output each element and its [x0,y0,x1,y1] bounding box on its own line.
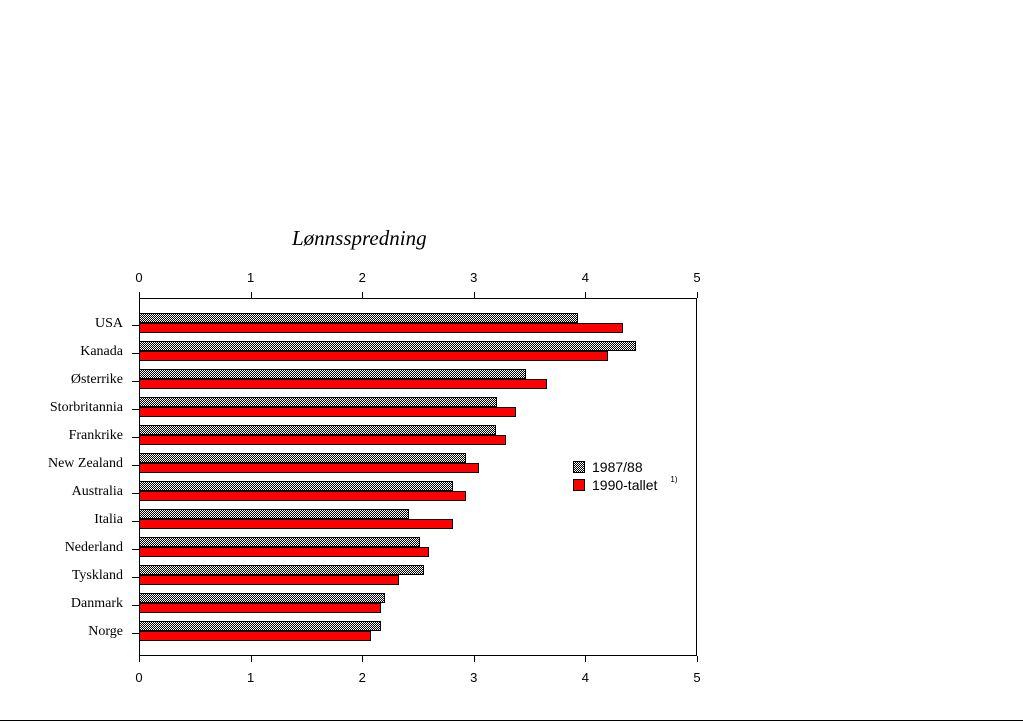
x-tick-bottom [362,656,363,662]
x-tick-bottom [585,656,586,662]
y-tick [132,409,139,410]
divider [0,720,1023,721]
x-tick-label-top: 3 [470,270,478,285]
category-label: Nederland [64,540,123,555]
x-tick-label-bottom: 1 [246,670,255,685]
legend-item: 1990-tallet 1) [573,474,678,493]
x-tick-top [585,292,586,298]
category-label: New Zealand [47,456,123,471]
x-tick-top [362,292,363,298]
bar-1987-88 [139,369,526,379]
footnote-marker: 1) [670,474,678,484]
y-tick [132,465,139,466]
y-tick [132,353,139,354]
category-label: Frankrike [68,428,123,443]
bar-1987-88 [139,425,496,435]
bar-1987-88 [139,593,385,603]
bar-1990-tallet [139,519,453,529]
y-tick [132,325,139,326]
y-tick [132,549,139,550]
legend-swatch [573,479,585,491]
x-tick-label-bottom: 4 [581,670,589,685]
bar-1990-tallet [139,351,608,361]
category-label: Østerrike [70,372,123,387]
category-label: Norge [88,624,123,639]
x-tick-bottom [139,656,140,662]
chart-title: Lønnsspredning [292,226,427,250]
y-tick [132,521,139,522]
bar-1990-tallet [139,379,547,389]
x-tick-label-bottom: 0 [135,670,143,685]
bar-1990-tallet [139,491,466,501]
category-label: USA [94,316,123,331]
bar-1987-88 [139,313,578,323]
bar-1990-tallet [139,407,516,417]
x-tick-label-top: 0 [135,270,143,285]
plot-area [139,298,697,656]
bar-1987-88 [139,565,424,575]
legend-item: 1987/88 [573,459,643,475]
bar-1990-tallet [139,323,623,333]
bar-1987-88 [139,509,409,519]
bar-1990-tallet [139,547,429,557]
y-tick [132,437,139,438]
category-label: Italia [94,512,123,527]
x-tick-label-bottom: 5 [693,670,701,685]
x-tick-label-bottom: 3 [470,670,478,685]
category-label: Kanada [80,344,123,359]
x-tick-bottom [251,656,252,662]
bar-1987-88 [139,537,420,547]
x-tick-label-top: 2 [358,270,366,285]
x-tick-top [251,292,252,298]
bar-1990-tallet [139,631,371,641]
y-tick [132,577,139,578]
bar-1987-88 [139,481,453,491]
bar-1990-tallet [139,463,479,473]
x-tick-top [474,292,475,298]
category-label: Tyskland [71,568,123,583]
legend-swatch [573,461,585,473]
x-tick-label-bottom: 2 [358,670,366,685]
x-tick-top [139,292,140,298]
bar-1990-tallet [139,603,381,613]
x-tick-bottom [697,656,698,662]
x-tick-label-top: 1 [246,270,255,285]
x-tick-label-top: 4 [581,270,589,285]
category-label: Danmark [70,596,123,611]
legend-label: 1990-tallet [592,477,658,493]
category-label: Australia [71,484,123,499]
bar-1990-tallet [139,575,399,585]
y-tick [132,381,139,382]
bar-1987-88 [139,453,466,463]
y-tick [132,605,139,606]
x-tick-bottom [474,656,475,662]
y-tick [132,493,139,494]
bar-1987-88 [139,397,497,407]
bar-1990-tallet [139,435,506,445]
x-tick-top [697,292,698,298]
bar-1987-88 [139,341,636,351]
bar-1987-88 [139,621,381,631]
y-tick [132,633,139,634]
x-tick-label-top: 5 [693,270,701,285]
legend-label: 1987/88 [592,459,643,475]
category-label: Storbritannia [49,400,123,415]
